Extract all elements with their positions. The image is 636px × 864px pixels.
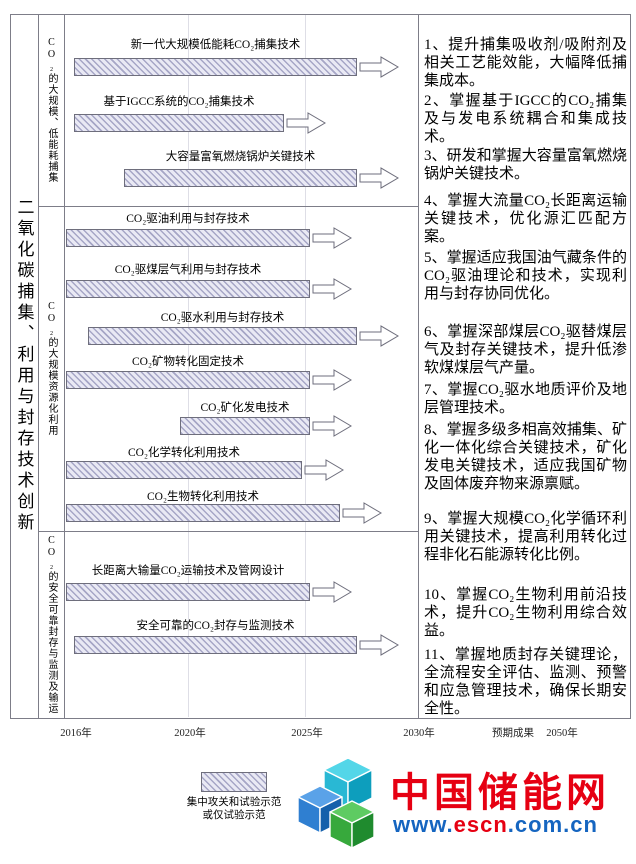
tech-label: CO₂生物转化利用技术 bbox=[147, 491, 259, 503]
axis-label: 2016年 bbox=[60, 728, 92, 739]
site-name: 中国储能网 bbox=[390, 771, 610, 815]
site-url-www: www. bbox=[393, 812, 454, 837]
axis-label: 2050年 bbox=[546, 728, 578, 739]
tech-label: CO₂驱油利用与封存技术 bbox=[126, 213, 250, 225]
right-arrow-icon bbox=[359, 633, 399, 657]
legend-label: 集中攻关和试验示范 或仅试验示范 bbox=[158, 796, 310, 822]
outcome-item: 2、掌握基于IGCC的CO₂捕集及与发电系统耦合和集成技术。 bbox=[424, 93, 627, 145]
group-label-text: CO₂的大规模、低能耗捕集 bbox=[46, 37, 57, 183]
divider-group1-group2 bbox=[38, 206, 418, 207]
gridline-2025 bbox=[305, 15, 306, 717]
outcome-item: 7、掌握CO₂驱水地质评价及地层管理技术。 bbox=[424, 382, 627, 416]
tech-bar bbox=[74, 636, 357, 654]
legend-label-line1: 集中攻关和试验示范 bbox=[186, 797, 282, 808]
tech-bar bbox=[74, 114, 284, 132]
outcome-item: 6、掌握深部煤层CO₂驱替煤层气及封存关键技术，提升低渗软煤煤层气产量。 bbox=[424, 324, 627, 376]
right-arrow-icon bbox=[359, 55, 399, 79]
outcome-item: 8、掌握多级多相高效捕集、矿化一体化综合关键技术，矿化发电关键技术，适应我国矿物… bbox=[424, 422, 627, 492]
outcome-item: 4、掌握大流量CO₂长距离运输关键技术，优化源汇匹配方案。 bbox=[424, 193, 627, 245]
diagram-title: 二氧化碳捕集、利用与封存技术创新 bbox=[10, 14, 38, 718]
divider-chart-outcomes bbox=[418, 14, 419, 718]
tech-label: 长距离大输量CO₂运输技术及管网设计 bbox=[91, 565, 285, 577]
right-arrow-icon bbox=[359, 166, 399, 190]
tech-label: 基于IGCC系统的CO₂捕集技术 bbox=[103, 96, 255, 108]
axis-label: 2025年 bbox=[291, 728, 323, 739]
site-url-domain: .com.cn bbox=[507, 812, 598, 837]
outcome-item: 10、掌握CO₂生物利用前沿技术，提升CO₂生物利用综合效益。 bbox=[424, 587, 627, 639]
axis-label: 2030年 bbox=[403, 728, 435, 739]
tech-label: CO₂矿物转化固定技术 bbox=[132, 356, 244, 368]
tech-bar bbox=[66, 229, 310, 247]
tech-bar bbox=[66, 504, 340, 522]
group-label: CO₂的安全可靠封存与监测及输运 bbox=[39, 532, 64, 717]
tech-label: CO₂驱煤层气利用与封存技术 bbox=[114, 264, 262, 276]
tech-label: 安全可靠的CO₂封存与监测技术 bbox=[136, 620, 295, 632]
diagram-frame bbox=[10, 14, 631, 719]
tech-bar bbox=[66, 461, 302, 479]
right-arrow-icon bbox=[312, 414, 352, 438]
right-arrow-icon bbox=[312, 580, 352, 604]
legend-label-line2: 或仅试验示范 bbox=[202, 810, 266, 821]
tech-bar bbox=[66, 583, 310, 601]
tech-label: CO₂矿化发电技术 bbox=[200, 402, 290, 414]
gridline-2020 bbox=[188, 15, 189, 717]
group-label: CO₂的大规模资源化利用 bbox=[39, 207, 64, 530]
right-arrow-icon bbox=[359, 324, 399, 348]
diagram-title-text: 二氧化碳捕集、利用与封存技术创新 bbox=[14, 198, 34, 534]
tech-label: CO₂驱水利用与封存技术 bbox=[160, 312, 285, 324]
group-label-text: CO₂的安全可靠封存与监测及输运 bbox=[46, 535, 57, 714]
divider-groups-chart bbox=[64, 14, 65, 718]
right-arrow-icon bbox=[286, 111, 326, 135]
divider-title-groups bbox=[38, 14, 39, 718]
right-arrow-icon bbox=[312, 277, 352, 301]
tech-label: 大容量富氧燃烧锅炉关键技术 bbox=[165, 151, 316, 163]
right-arrow-icon bbox=[312, 226, 352, 250]
tech-bar bbox=[180, 417, 310, 435]
right-arrow-icon bbox=[312, 368, 352, 392]
tech-bar bbox=[66, 371, 310, 389]
cubes-logo-icon bbox=[297, 757, 375, 849]
outcome-item: 5、掌握适应我国油气藏条件的CO₂驱油理论和技术，实现利用与封存协同优化。 bbox=[424, 250, 627, 302]
legend-swatch bbox=[201, 772, 267, 792]
axis-label: 预期成果 bbox=[492, 728, 534, 739]
tech-bar bbox=[124, 169, 357, 187]
divider-group2-group3 bbox=[38, 531, 418, 532]
group-label: CO₂的大规模、低能耗捕集 bbox=[39, 15, 64, 205]
tech-bar bbox=[66, 280, 310, 298]
right-arrow-icon bbox=[342, 501, 382, 525]
right-arrow-icon bbox=[304, 458, 344, 482]
outcome-item: 11、掌握地质封存关键理论，全流程安全评估、监测、预警和应急管理技术，确保长期安… bbox=[424, 647, 627, 717]
tech-label: 新一代大规模低能耗CO₂捕集技术 bbox=[130, 39, 301, 51]
site-url-escn: escn bbox=[453, 812, 508, 837]
tech-bar bbox=[74, 58, 357, 76]
site-url: www.escn.com.cn bbox=[393, 812, 598, 838]
outcome-item: 9、掌握大规模CO₂化学循环利用关键技术，提高利用转化过程非化石能源转化比例。 bbox=[424, 511, 627, 563]
tech-bar bbox=[88, 327, 357, 345]
axis-label: 2020年 bbox=[174, 728, 206, 739]
group-label-text: CO₂的大规模资源化利用 bbox=[46, 301, 57, 436]
outcome-item: 1、提升捕集吸收剂/吸附剂及相关工艺能效能，大幅降低捕集成本。 bbox=[424, 37, 627, 89]
tech-label: CO₂化学转化利用技术 bbox=[128, 447, 240, 459]
outcome-item: 3、研发和掌握大容量富氧燃烧锅炉关键技术。 bbox=[424, 148, 627, 182]
